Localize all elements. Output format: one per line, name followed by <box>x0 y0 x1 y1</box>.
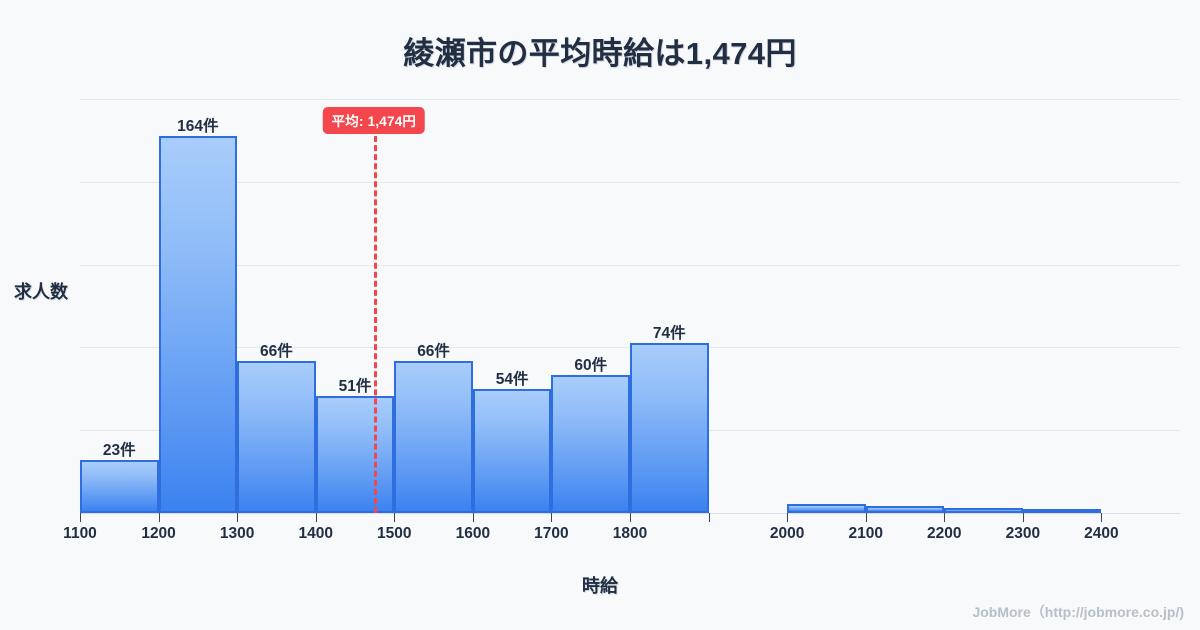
bar-value-label: 23件 <box>102 442 136 460</box>
average-line <box>373 127 377 513</box>
x-tick-label: 2400 <box>1084 525 1119 542</box>
x-tick-mark <box>80 513 81 522</box>
bar-value-label: 66件 <box>260 343 293 361</box>
bar[interactable] <box>237 361 316 513</box>
x-tick-mark <box>944 513 946 522</box>
x-tick-mark <box>1101 513 1103 522</box>
x-tick-mark <box>394 513 396 522</box>
bar[interactable] <box>551 375 630 513</box>
bar[interactable] <box>1022 509 1102 513</box>
x-tick-mark <box>708 513 710 522</box>
bar-value-label: 51件 <box>338 377 372 395</box>
bar[interactable] <box>394 361 473 513</box>
x-tick-mark <box>787 513 789 522</box>
x-tick-mark <box>630 513 631 522</box>
x-tick-mark <box>158 513 160 522</box>
bar-value-label: 66件 <box>417 343 450 361</box>
y-axis-label: 求人数 <box>14 282 68 302</box>
x-tick-mark <box>865 513 867 522</box>
bar[interactable] <box>80 460 159 513</box>
x-tick-label: 1500 <box>377 525 412 542</box>
bar-value-label: 60件 <box>574 357 608 374</box>
x-tick-label: 1600 <box>455 525 491 542</box>
x-tick-mark <box>315 513 317 522</box>
bar[interactable] <box>944 508 1023 513</box>
bar[interactable] <box>630 342 709 513</box>
x-tick-mark <box>472 513 474 522</box>
bar[interactable] <box>315 395 395 513</box>
x-tick-label: 2100 <box>848 525 883 542</box>
gridline <box>80 99 1180 100</box>
x-tick-mark <box>551 513 553 522</box>
bar[interactable] <box>865 506 945 513</box>
x-tick-label: 1300 <box>219 525 255 542</box>
bar-value-label: 74件 <box>652 324 686 342</box>
x-tick-label: 1700 <box>534 525 569 542</box>
x-axis-label: 時給 <box>582 576 618 596</box>
bar[interactable] <box>472 388 552 513</box>
average-badge: 平均: 1,474円 <box>322 107 426 134</box>
bar[interactable] <box>787 503 866 513</box>
bar-value-label: 54件 <box>495 370 529 388</box>
x-tick-mark <box>237 513 239 522</box>
bar-value-label: 164件 <box>177 117 219 135</box>
watermark: JobMore（http://jobmore.co.jp/) <box>972 604 1184 620</box>
chart-title: 綾瀬市の平均時給は1,474円 <box>403 36 797 71</box>
x-tick-label: 2000 <box>769 525 805 542</box>
x-tick-label: 1800 <box>612 525 648 542</box>
x-tick-label: 1200 <box>141 525 176 542</box>
x-tick-label: 2300 <box>1005 525 1041 542</box>
bar[interactable] <box>158 135 238 513</box>
plot-area: 23件 164件 66件 51件 66件 54件 60件 74件 1100 1200 1300 14… <box>63 99 1180 542</box>
x-tick-mark <box>1022 513 1024 522</box>
x-tick-label: 2200 <box>927 525 962 542</box>
gridline <box>80 181 1180 183</box>
x-tick-label: 1100 <box>63 525 97 542</box>
x-tick-label: 1400 <box>298 525 333 542</box>
gridline <box>80 264 1180 266</box>
